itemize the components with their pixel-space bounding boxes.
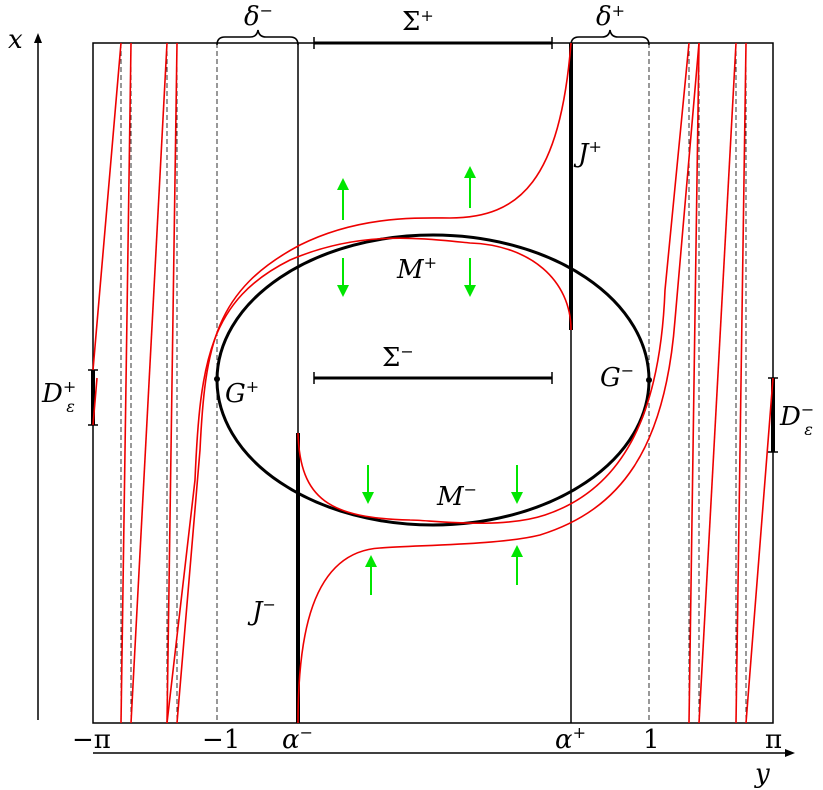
tick-label-one: 1 — [643, 725, 660, 755]
flow-arrows — [337, 166, 523, 595]
invariant-ellipse — [215, 233, 651, 527]
delta-plus-brace — [570, 29, 650, 46]
x-axis-label: x — [8, 25, 23, 55]
d-eps-ticks — [88, 369, 778, 453]
d-eps-minus-label: D− ε — [779, 400, 814, 439]
y-axis-label: y — [754, 759, 770, 789]
m-minus-label: M− — [436, 480, 477, 512]
g-minus-label: G− — [600, 361, 634, 393]
m-plus-label: M+ — [396, 253, 437, 285]
tick-label-minus-one: −1 — [202, 725, 240, 755]
delta-minus-label: δ− — [244, 1, 273, 32]
j-plus-label: J+ — [573, 137, 602, 169]
d-eps-plus-label: D+ ε — [41, 377, 76, 416]
sigma-plus-segment — [313, 37, 553, 49]
sigma-minus-label: Σ− — [382, 342, 414, 373]
delta-plus-label: δ+ — [596, 1, 625, 32]
plot-frame — [92, 42, 774, 724]
tick-label-alpha-plus: α+ — [555, 723, 586, 755]
dashed-guides — [120, 43, 747, 723]
tick-label-pi: π — [765, 725, 782, 755]
tick-label-alpha-minus: α− — [282, 723, 313, 755]
j-minus-label: J− — [247, 595, 276, 627]
g-minus-point — [646, 377, 652, 383]
g-plus-label: G+ — [225, 377, 259, 409]
sigma-plus-label: Σ+ — [402, 6, 434, 37]
tick-label-minus-pi: −π — [72, 725, 111, 755]
sigma-minus-segment — [313, 372, 553, 384]
g-plus-point — [214, 376, 220, 382]
trajectory-curves — [92, 42, 774, 724]
delta-minus-brace — [216, 29, 299, 46]
